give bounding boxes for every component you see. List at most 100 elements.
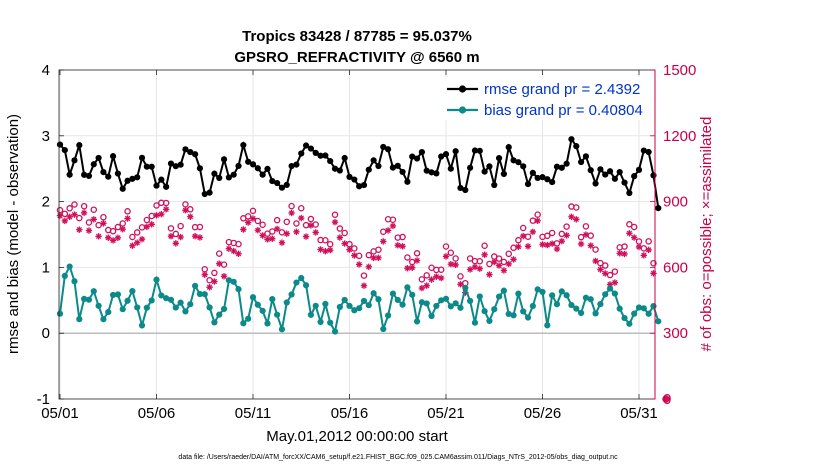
- rmse-point: [428, 169, 435, 176]
- assimilated-obs-series: [56, 206, 657, 296]
- y-right-tick-label: 300: [663, 325, 688, 342]
- possible-obs-point: [326, 240, 334, 248]
- bias-point: [558, 288, 565, 295]
- x-tick-label: 05/16: [331, 405, 369, 422]
- asterisk-stroke: [288, 210, 295, 216]
- assimilated-obs-point: [452, 261, 459, 269]
- rmse-point: [235, 162, 242, 170]
- rmse-point: [356, 183, 363, 190]
- legend: rmse grand pr = 2.4392 bias grand pr = 0…: [441, 77, 647, 120]
- asterisk-stroke: [327, 247, 333, 253]
- possible-obs-point: [389, 216, 397, 224]
- bias-point: [597, 301, 604, 308]
- possible-obs-point: [515, 236, 522, 244]
- assimilated-obs-point: [466, 266, 474, 273]
- assimilated-obs-point: [409, 264, 416, 271]
- bias-point: [563, 292, 570, 299]
- rmse-point: [645, 148, 652, 156]
- bias-point: [274, 311, 281, 318]
- asterisk-stroke: [341, 240, 348, 247]
- bias-point: [578, 309, 585, 317]
- possible-obs-point: [375, 246, 382, 253]
- asterisk-stroke: [626, 230, 633, 236]
- rmse-point: [225, 174, 232, 181]
- rmse-point: [582, 153, 590, 160]
- rmse-point: [578, 158, 585, 166]
- y-tick-label: 0: [42, 325, 50, 342]
- bias-point: [621, 314, 628, 322]
- possible-obs-point: [582, 223, 590, 230]
- y-right-tick-label: 0: [663, 391, 671, 408]
- assimilated-obs-point: [640, 252, 648, 259]
- asterisk-stroke: [563, 232, 570, 239]
- rmse-point: [510, 157, 517, 164]
- asterisk-stroke: [148, 221, 155, 228]
- y-right-tick-label: 900: [663, 194, 688, 211]
- rmse-point: [563, 160, 570, 167]
- rmse-point: [539, 174, 546, 181]
- possible-obs-point: [297, 204, 305, 212]
- possible-obs-point: [457, 273, 464, 280]
- asterisk-stroke: [202, 272, 208, 278]
- asterisk-stroke: [76, 227, 82, 233]
- bias-point: [240, 320, 247, 327]
- bias-point: [336, 303, 343, 311]
- rmse-point: [389, 164, 397, 171]
- bias-point: [211, 319, 218, 326]
- possible-obs-point: [172, 230, 180, 238]
- rmse-point: [553, 163, 561, 170]
- asterisk-stroke: [385, 227, 391, 234]
- assimilated-obs-point: [413, 257, 421, 264]
- asterisk-stroke: [322, 248, 329, 254]
- asterisk-stroke: [81, 210, 87, 216]
- assimilated-obs-point: [95, 233, 102, 240]
- possible-obs-point: [129, 233, 136, 241]
- rmse-point: [365, 166, 372, 173]
- possible-obs-point: [331, 211, 339, 218]
- assimilated-obs-point: [548, 240, 556, 247]
- assimilated-obs-point: [90, 216, 97, 223]
- asterisk-stroke: [95, 233, 102, 240]
- assimilated-obs-point: [433, 273, 440, 280]
- possible-obs-point: [495, 255, 503, 262]
- asterisk-stroke: [621, 251, 628, 257]
- bias-point: [539, 288, 546, 296]
- assimilated-obs-point: [105, 234, 112, 241]
- bias-point: [442, 295, 450, 302]
- possible-obs-point: [544, 232, 551, 240]
- bias-point: [269, 295, 276, 303]
- rmse-point: [418, 148, 425, 156]
- rmse-point: [278, 184, 286, 191]
- rmse-point: [491, 181, 498, 189]
- bias-point: [529, 302, 536, 310]
- bias-point: [389, 290, 397, 297]
- x-axis: 05/01 05/06 05/11 05/16 05/21 05/26 05/31: [41, 70, 658, 422]
- assimilated-obs-point: [520, 232, 527, 240]
- bias-point: [457, 304, 464, 311]
- bias-point: [341, 296, 348, 304]
- bias-point: [138, 322, 146, 329]
- assimilated-obs-point: [240, 226, 247, 233]
- rmse-point: [138, 154, 146, 161]
- bias-point: [587, 296, 594, 303]
- rmse-point: [196, 165, 204, 172]
- bias-point: [129, 288, 136, 295]
- bias-point: [650, 303, 657, 310]
- assimilated-obs-point: [505, 260, 512, 268]
- possible-obs-point: [76, 214, 83, 222]
- possible-obs-point: [220, 261, 228, 268]
- bias-point: [90, 288, 97, 295]
- assimilated-obs-point: [602, 270, 609, 277]
- asterisk-stroke: [554, 246, 560, 252]
- bias-point: [177, 299, 184, 306]
- rmse-point: [544, 176, 551, 183]
- y-tick-label: 2: [42, 194, 50, 211]
- assimilated-obs-point: [563, 232, 570, 239]
- rmse-point: [413, 155, 421, 162]
- bias-point: [394, 296, 401, 304]
- rmse-point: [549, 178, 556, 186]
- possible-obs-point: [71, 201, 78, 208]
- asterisk-stroke: [259, 232, 266, 239]
- possible-obs-point: [360, 272, 368, 279]
- bias-point: [312, 302, 319, 309]
